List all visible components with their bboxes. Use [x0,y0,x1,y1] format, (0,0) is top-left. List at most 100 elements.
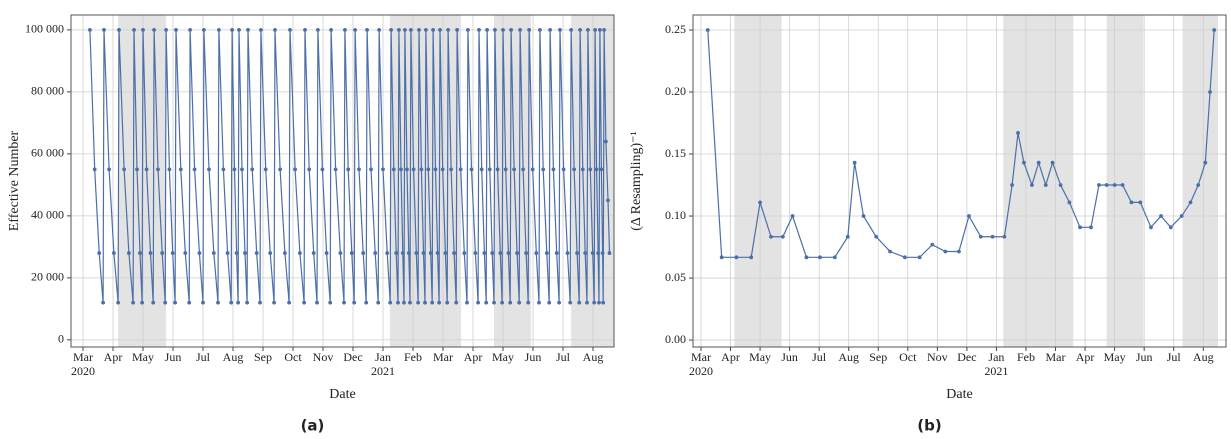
data-point [324,251,329,255]
data-point [492,300,496,305]
data-point [259,27,263,32]
y-tick-label: 0.05 [665,270,686,284]
data-point [443,251,448,255]
data-line [89,29,611,303]
data-point [202,27,206,32]
x-tick-label: Feb [404,350,422,364]
data-point [484,300,489,305]
data-point [734,255,739,260]
data-point [174,27,178,32]
plot-frame [70,14,615,348]
data-point [229,300,234,305]
data-point [596,251,600,255]
data-point [449,167,453,172]
data-point [597,300,601,305]
data-point [431,27,435,32]
data-point [408,300,412,305]
data-point [352,300,357,305]
data-point [469,167,474,172]
data-point [527,27,531,32]
data-point [405,167,409,172]
data-point [243,251,247,255]
x-tick-label: Apr [104,350,123,364]
data-point [234,251,239,255]
data-point [131,300,136,305]
data-point [593,27,597,32]
x-tick-label: Feb [1017,350,1035,364]
data-point [705,28,710,32]
data-point [163,300,168,305]
data-point [1168,225,1173,230]
data-point [588,167,593,172]
data-point [530,167,535,172]
x-tick-label: Jun [525,350,542,364]
data-point [462,251,467,255]
data-point [426,167,431,172]
data-point [246,27,250,32]
data-point [430,300,435,305]
year-label: 2021 [371,364,395,378]
data-point [201,300,205,305]
data-point [178,167,183,172]
data-point [607,251,612,255]
data-point [144,167,149,172]
data-point [183,251,188,255]
caption: (a) [301,417,325,435]
data-point [485,27,489,32]
x-tick-label: Dec [957,350,976,364]
data-point [1120,183,1125,187]
data-point [585,300,589,305]
data-point [225,251,230,255]
data-point [389,27,393,32]
data-point [479,167,484,172]
y-tick-label: 0 [58,332,64,346]
shaded-span [1182,15,1219,347]
data-point [902,255,907,260]
data-point [1159,214,1163,218]
x-tick-label: Jul [556,350,571,364]
caption: (b) [917,417,941,435]
data-point [437,300,441,305]
data-point [329,27,333,32]
x-tick-label: Jan [375,350,391,364]
data-point [424,27,428,32]
y-tick-label: 100 000 [25,22,64,36]
shaded-span [1106,15,1144,347]
data-point [221,167,226,172]
data-point [518,27,522,32]
data-point [112,251,116,255]
data-point [521,167,525,172]
data-point [433,167,438,172]
data-point [236,300,241,305]
y-tick-label: 0.25 [665,22,686,36]
x-tick-label: Jan [988,350,1004,364]
data-point [170,251,175,255]
data-point [943,249,948,254]
data-point [250,167,255,172]
data-point [152,27,157,32]
data-point [396,300,400,305]
y-tick-label: 0.10 [665,208,686,222]
data-point [1029,183,1034,187]
data-point [512,167,516,172]
data-point [197,251,202,255]
x-tick-label: Aug [223,350,244,364]
data-point [524,251,528,255]
x-tick-label: May [132,350,154,364]
data-point [381,167,385,172]
data-point [465,300,469,305]
data-point [769,234,773,239]
data-point [599,167,604,172]
data-point [365,27,369,32]
data-point [192,167,197,172]
data-point [417,27,421,32]
data-point [515,251,519,255]
x-tick-label: Oct [284,350,302,364]
chart: Mar Apr May Jun Jul Aug Sep Oct Nov Dec Jan Feb Mar A… [629,14,1227,435]
data-point [167,167,172,172]
data-point [302,300,306,305]
shaded-span [1003,15,1074,347]
data-point [376,300,381,305]
x-tick-label: Jul [196,350,211,364]
